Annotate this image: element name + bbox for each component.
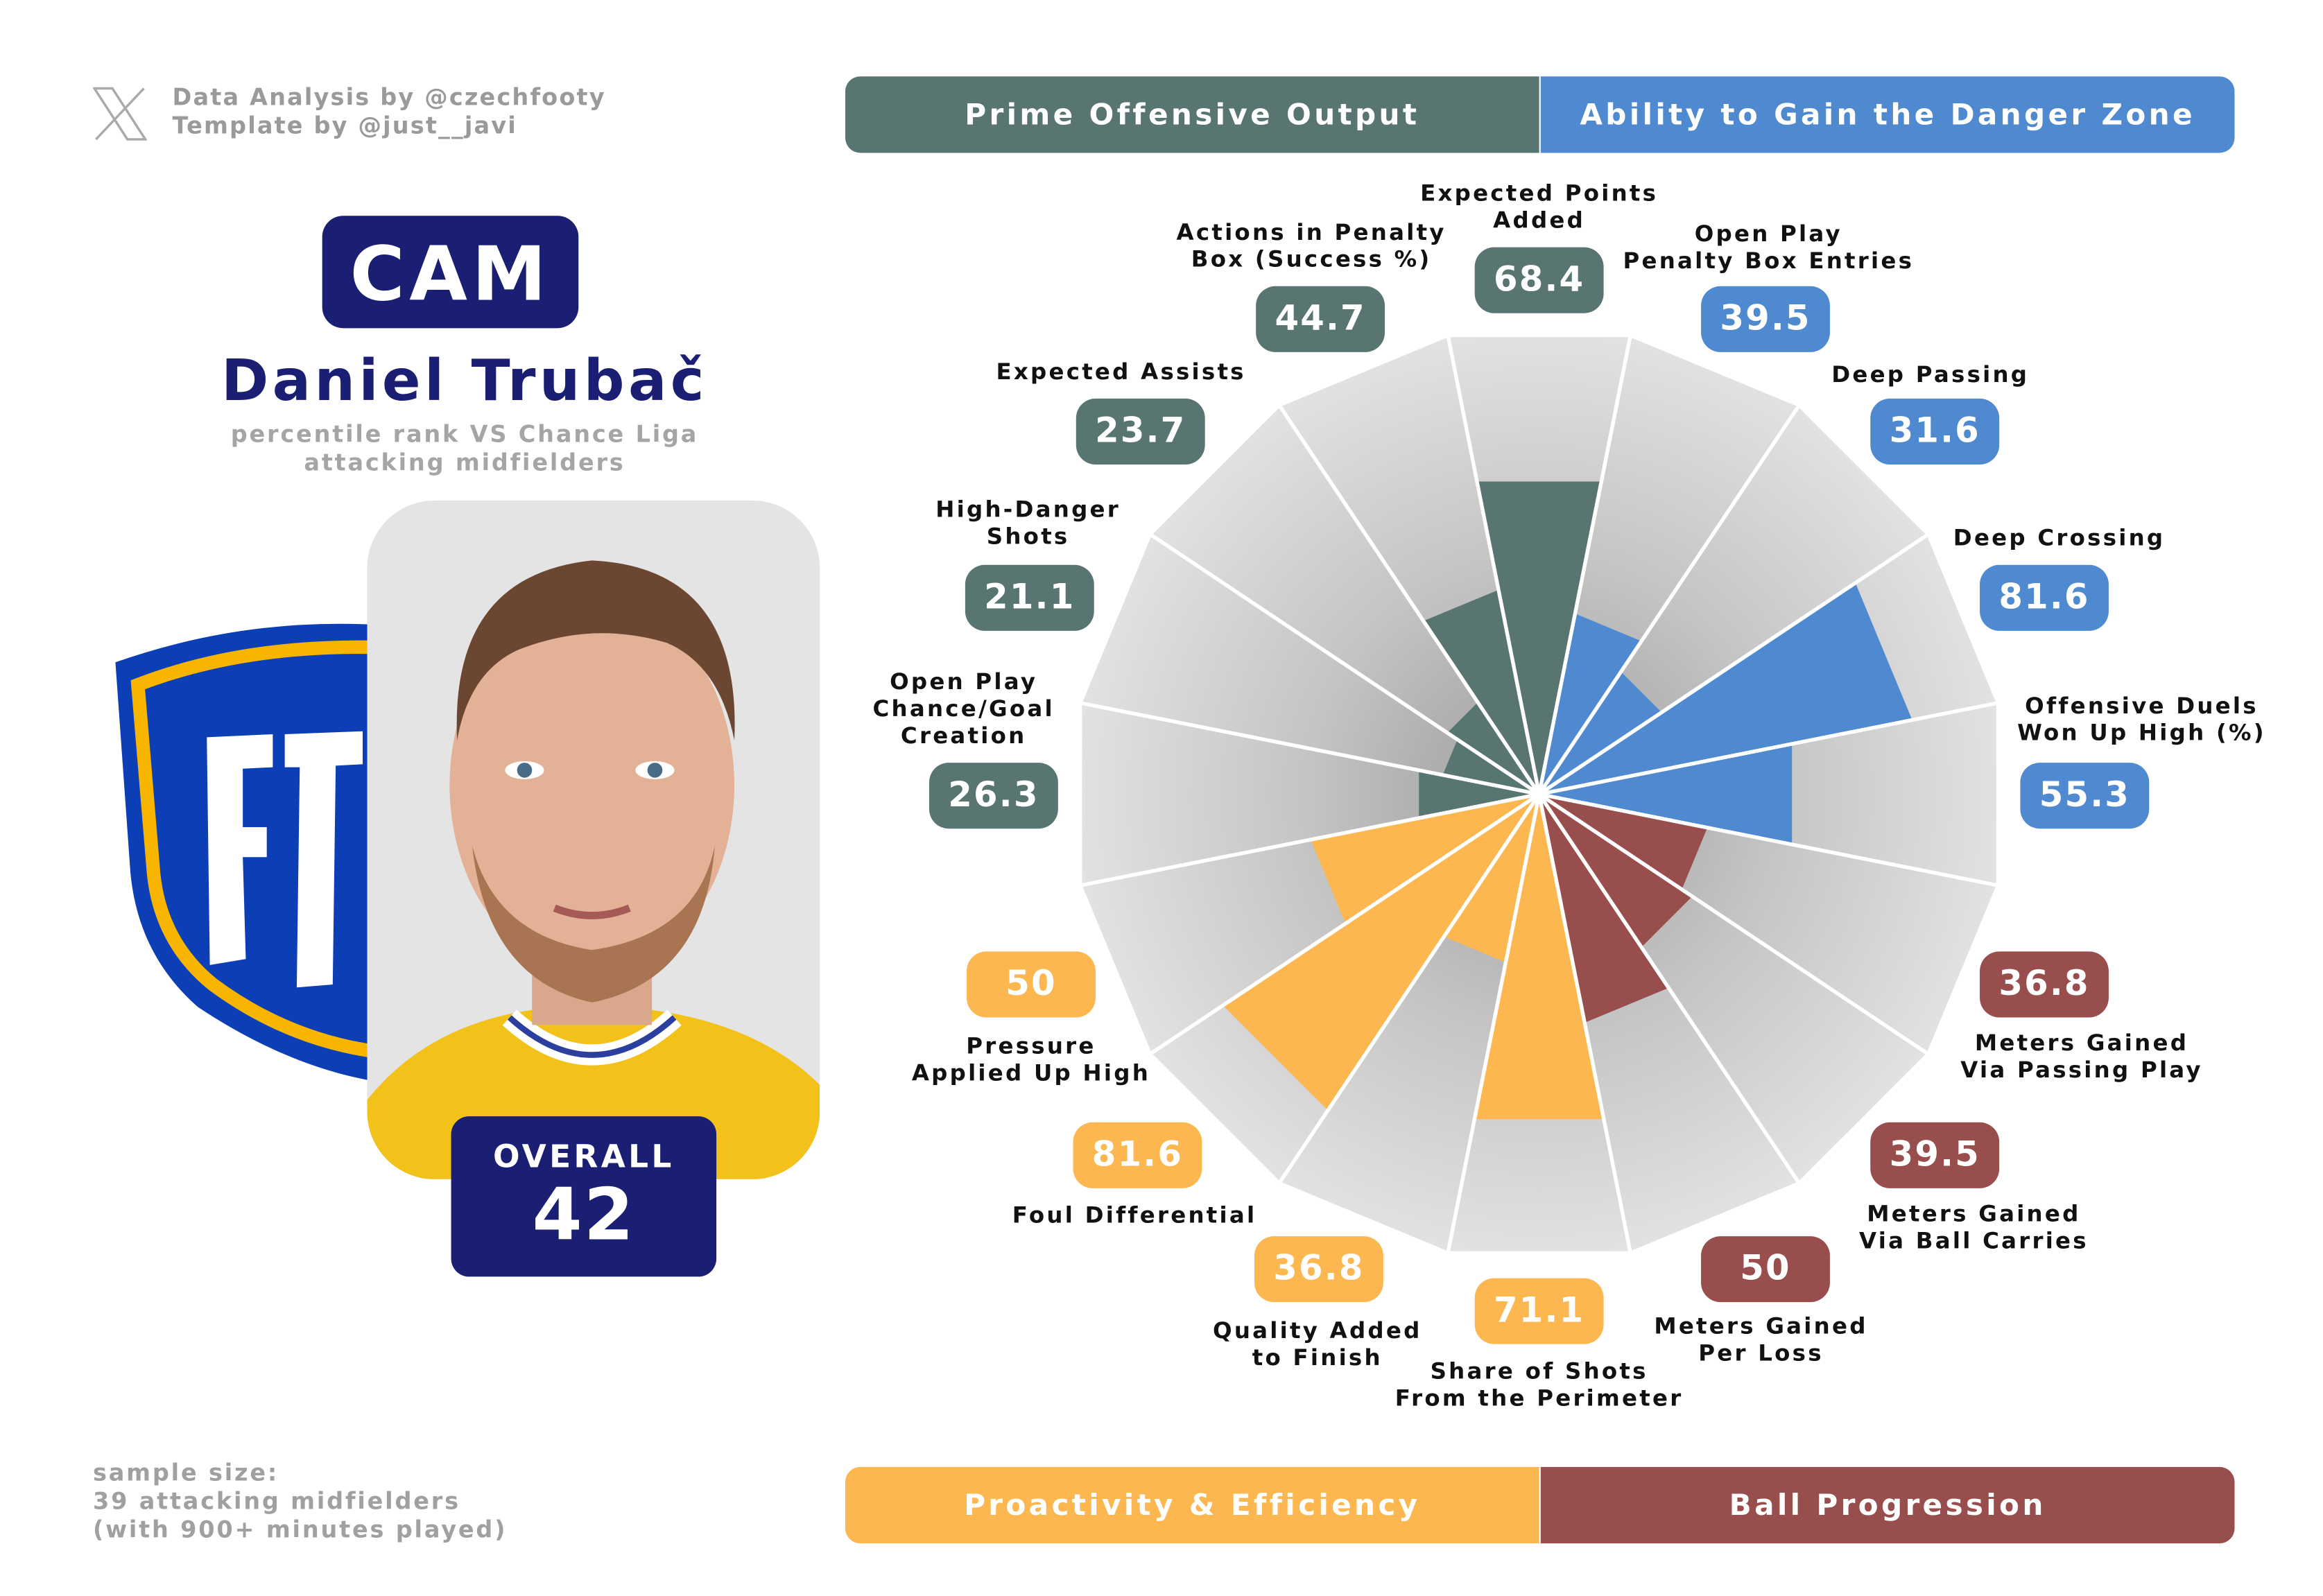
sample-line-1: sample size: (92, 1459, 279, 1486)
metric-value-badge: 36.8 (1980, 951, 2109, 1018)
metric-label: High-Danger Shots (935, 496, 1121, 550)
sector-separator (1539, 792, 1997, 887)
metric-label: Expected Points Added (1420, 180, 1659, 234)
overall-label: OVERALL (492, 1138, 675, 1175)
metric-bar (1539, 582, 1912, 795)
metric-bar (1447, 702, 1539, 795)
credit-template: Template by @just__javi (172, 112, 517, 139)
metric-bar (1442, 739, 1539, 795)
metric-bar (1423, 589, 1539, 795)
metric-bar (1223, 794, 1539, 1111)
metric-label: Offensive Duels Won Up High (%) (2017, 692, 2266, 747)
sector-separator (1150, 533, 1541, 796)
metric-label: Quality Added to Finish (1213, 1317, 1422, 1371)
subtitle-line-2: attacking midfielders (304, 449, 625, 477)
metric-bar (1539, 794, 1693, 948)
overall-rating: OVERALL 42 (451, 1116, 717, 1277)
sector-separator (1538, 792, 1928, 1055)
metric-bar (1539, 794, 1708, 890)
metric-value-badge: 81.6 (1073, 1122, 1202, 1188)
metric-label: Deep Passing (1831, 361, 2030, 388)
sector-separator (1446, 793, 1542, 1252)
sector-separator (1150, 792, 1541, 1055)
metric-label: Deep Crossing (1953, 524, 2166, 552)
metric-value-badge: 39.5 (1870, 1122, 2000, 1188)
sector-background (1082, 703, 1539, 885)
player-photo (367, 500, 820, 1179)
metric-label: Open Play Penalty Box Entries (1623, 220, 1915, 275)
sector-separator (1081, 792, 1540, 887)
sector-separator (1081, 701, 1540, 797)
sample-line-3: (with 900+ minutes played) (92, 1516, 508, 1544)
sector-separator (1537, 406, 1800, 795)
sector-separator (1446, 336, 1542, 795)
sample-size: sample size: 39 attacking midfielders (w… (93, 1459, 507, 1545)
club-logo (115, 623, 378, 1082)
metric-bar (1444, 794, 1539, 963)
metric-value-badge: 68.4 (1474, 247, 1604, 313)
sector-separator (1537, 792, 1800, 1183)
metric-bar (1419, 770, 1539, 818)
sector-separator (1278, 792, 1541, 1183)
metric-label: Meters Gained Via Passing Play (1960, 1029, 2203, 1084)
group-header-prime-offensive-output: Prime Offensive Output (845, 76, 1539, 153)
sector-background (1082, 535, 1539, 795)
group-header-ball-progression: Ball Progression (1540, 1466, 2235, 1544)
metric-label: Open Play Chance/Goal Creation (872, 668, 1055, 749)
sector-separator (1278, 406, 1541, 795)
sector-separator (1537, 793, 1632, 1252)
metric-value-badge: 50 (967, 951, 1096, 1018)
subtitle-line-1: percentile rank VS Chance Liga (230, 421, 699, 449)
sector-background (1151, 406, 1539, 795)
metric-bar (1476, 481, 1602, 795)
metric-label: Meters Gained Via Ball Carries (1859, 1200, 2089, 1254)
metric-value-badge: 39.5 (1701, 286, 1830, 352)
metric-bar (1539, 614, 1642, 795)
metric-bar (1539, 743, 1793, 844)
metric-label: Foul Differential (1012, 1202, 1257, 1229)
metric-label: Share of Shots From the Perimeter (1394, 1358, 1684, 1412)
sample-line-2: 39 attacking midfielders (92, 1488, 460, 1516)
metric-value-badge: 81.6 (1980, 564, 2109, 631)
x-logo-icon (92, 87, 147, 141)
metric-bar (1474, 794, 1604, 1120)
credit-analysis: Data Analysis by @czechfooty (172, 84, 606, 111)
group-header-proactivity-efficiency: Proactivity & Efficiency (845, 1466, 1539, 1544)
group-header-danger-zone: Ability to Gain the Danger Zone (1540, 76, 2235, 153)
metric-value-badge: 55.3 (2020, 763, 2150, 829)
metric-value-badge: 26.3 (929, 763, 1058, 829)
overall-value: 42 (532, 1173, 636, 1258)
metric-value-badge: 44.7 (1256, 286, 1385, 352)
metric-label: Actions in Penalty Box (Success %) (1176, 218, 1447, 273)
metric-bar (1539, 794, 1669, 1023)
metric-value-badge: 21.1 (965, 564, 1094, 631)
metric-label: Pressure Applied Up High (911, 1032, 1151, 1086)
player-subtitle: percentile rank VS Chance Liga attacking… (150, 421, 779, 478)
metric-value-badge: 36.8 (1254, 1236, 1383, 1303)
sector-separator (1539, 701, 1997, 797)
credits: Data Analysis by @czechfooty Template by… (173, 84, 606, 141)
metric-value-badge: 23.7 (1076, 398, 1205, 465)
metric-label: Expected Assists (996, 358, 1246, 385)
metric-bar (1539, 671, 1662, 795)
metric-label: Meters Gained Per Loss (1654, 1312, 1868, 1367)
metric-bar (1311, 794, 1539, 924)
player-name: Daniel Trubač (221, 347, 708, 414)
sector-separator (1538, 533, 1928, 796)
position-badge: CAM (322, 216, 579, 329)
metric-value-badge: 50 (1701, 1236, 1830, 1303)
sector-separator (1537, 336, 1632, 795)
metric-value-badge: 71.1 (1474, 1278, 1604, 1344)
metric-value-badge: 31.6 (1870, 398, 2000, 465)
